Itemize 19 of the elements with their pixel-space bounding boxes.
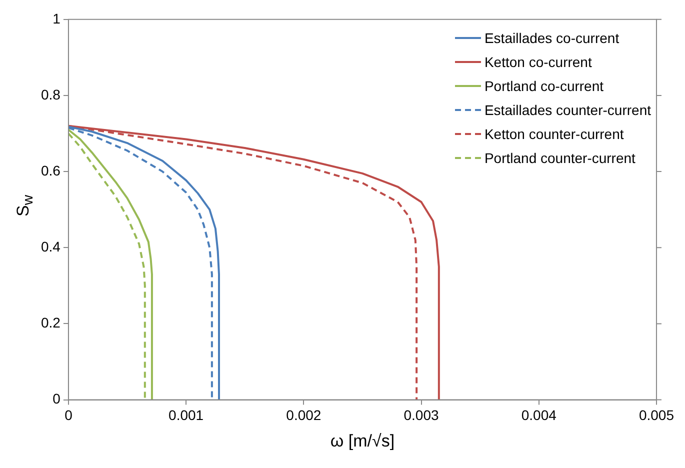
legend-label: Ketton counter-current: [484, 125, 624, 144]
x-tick-label: 0.003: [404, 407, 439, 424]
x-axis-title: ω [m/√s]: [330, 431, 395, 450]
y-tick-label: 0.2: [40, 314, 61, 331]
y-tick-label: 1: [52, 10, 61, 26]
x-tick-label: 0.005: [638, 407, 674, 424]
legend-label: Portland counter-current: [484, 149, 636, 168]
x-tick-label: 0.001: [168, 407, 204, 424]
legend-label: Ketton co-current: [484, 53, 592, 72]
legend-label: Estaillades co-current: [484, 29, 620, 48]
x-tick-label: 0.004: [521, 407, 557, 424]
legend-label: Estaillades counter-current: [484, 101, 651, 120]
x-tick-label: 0.002: [286, 407, 322, 424]
y-tick-label: 0.8: [40, 86, 61, 102]
x-tick-label: 0: [64, 407, 73, 424]
y-tick-label: 0.4: [40, 238, 61, 254]
y-tick-label: 0: [52, 390, 61, 407]
legend-label: Portland co-current: [484, 77, 604, 96]
y-tick-label: 0.6: [40, 162, 61, 178]
